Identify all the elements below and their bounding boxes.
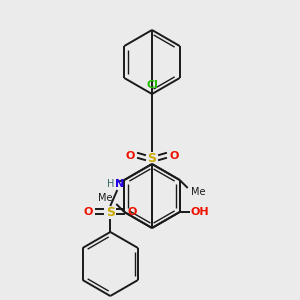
Text: Me: Me: [98, 193, 112, 203]
Text: N: N: [115, 179, 124, 189]
Text: Cl: Cl: [146, 80, 158, 90]
Text: Me: Me: [191, 187, 206, 197]
Text: S: S: [148, 152, 157, 164]
Text: H: H: [106, 179, 114, 189]
Text: O: O: [84, 207, 93, 217]
Text: S: S: [106, 206, 115, 218]
Text: O: O: [128, 207, 137, 217]
Text: O: O: [169, 151, 179, 161]
Text: OH: OH: [190, 207, 209, 217]
Text: O: O: [125, 151, 135, 161]
